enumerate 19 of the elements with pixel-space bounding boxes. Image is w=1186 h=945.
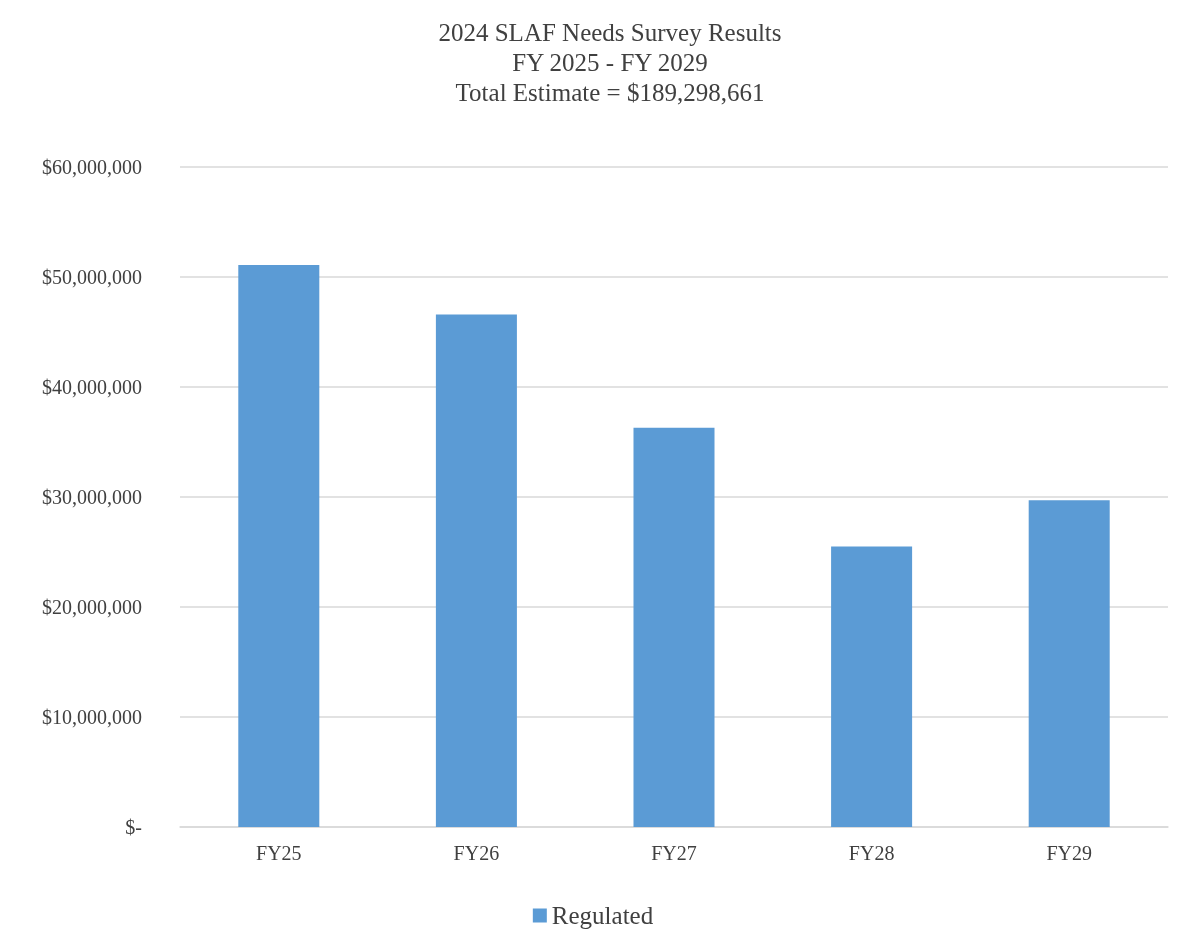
- bar: [238, 264, 320, 827]
- x-tick-label: FY26: [453, 842, 500, 864]
- y-tick-label: $10,000,000: [42, 706, 142, 728]
- bar: [1028, 500, 1110, 827]
- y-tick-label: $30,000,000: [42, 486, 142, 508]
- bar: [633, 427, 715, 827]
- y-tick-label: $50,000,000: [42, 266, 142, 288]
- x-tick-label: FY28: [848, 842, 895, 864]
- bar: [831, 546, 913, 827]
- y-tick-label: $60,000,000: [42, 156, 142, 178]
- x-tick-label: FY27: [651, 842, 697, 864]
- legend-label: Regulated: [551, 902, 654, 929]
- x-tick-label: FY29: [1046, 842, 1092, 864]
- y-tick-label: $-: [125, 816, 142, 838]
- y-tick-label: $20,000,000: [42, 596, 142, 618]
- y-tick-label: $40,000,000: [42, 376, 142, 398]
- x-tick-label: FY25: [256, 842, 302, 864]
- bar: [435, 314, 517, 827]
- chart-title: 2024 SLAF Needs Survey Results FY 2025 - FY 2029 Total Estimate = $189,298,661: [438, 18, 782, 106]
